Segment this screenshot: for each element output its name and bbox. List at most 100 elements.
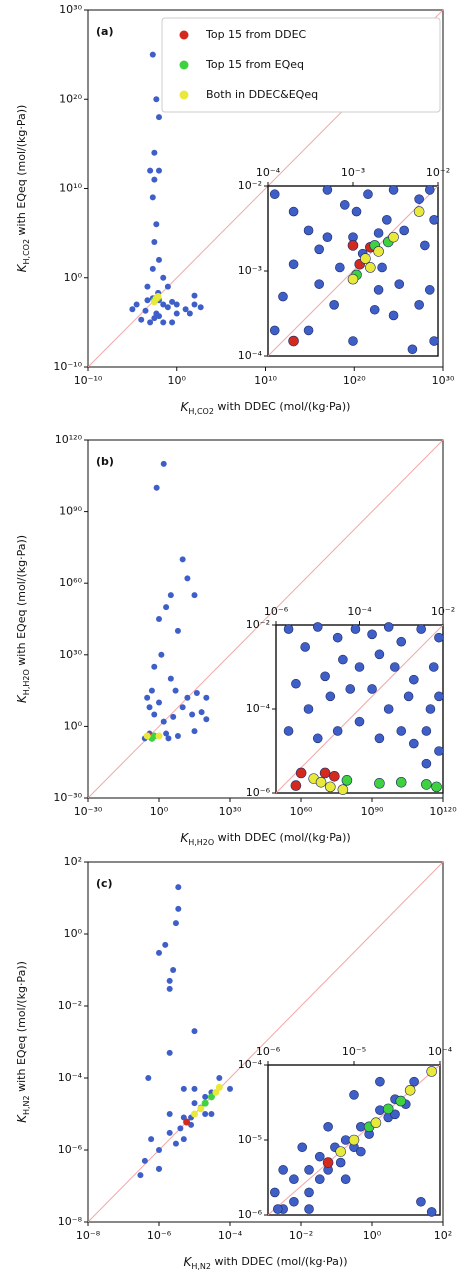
label-text: with EQeq (mol/(kg·Pa)) bbox=[15, 535, 28, 669]
y-tick-label: 10⁻² bbox=[58, 999, 82, 1012]
x-tick-label: 10⁶⁰ bbox=[290, 805, 313, 818]
point bbox=[164, 283, 171, 290]
point bbox=[174, 627, 181, 634]
point bbox=[144, 283, 151, 290]
point bbox=[165, 735, 172, 742]
point bbox=[167, 592, 174, 599]
point bbox=[414, 300, 424, 310]
x-tick-label: 10⁻⁵ bbox=[342, 1045, 366, 1058]
x-tick-label: 10³⁰ bbox=[432, 374, 455, 387]
point bbox=[383, 704, 394, 714]
x-tick-label: 10⁻⁶ bbox=[264, 605, 289, 618]
point bbox=[345, 684, 356, 694]
point bbox=[347, 240, 359, 251]
label-subscript: H,CO2 bbox=[188, 407, 214, 416]
point bbox=[160, 718, 167, 725]
point bbox=[169, 298, 176, 305]
point bbox=[156, 616, 162, 622]
point bbox=[291, 678, 301, 689]
point bbox=[201, 1099, 209, 1107]
point bbox=[149, 51, 156, 58]
point bbox=[409, 738, 419, 749]
point bbox=[322, 232, 333, 242]
y-tick-label: 10⁻⁶ bbox=[246, 786, 271, 799]
point bbox=[212, 1088, 220, 1096]
point bbox=[160, 301, 167, 308]
panel-label: (a) bbox=[96, 25, 113, 38]
x-tick-label: 10⁻² bbox=[431, 605, 455, 618]
label-text: with EQeq (mol/(kg·Pa)) bbox=[15, 105, 28, 239]
point bbox=[174, 732, 181, 739]
point bbox=[304, 1187, 314, 1198]
y-tick-label: 10⁻² bbox=[238, 179, 262, 192]
point bbox=[208, 1111, 215, 1117]
point bbox=[350, 624, 361, 634]
point bbox=[403, 691, 414, 702]
x-tick-label: 10⁻² bbox=[426, 166, 450, 179]
label-symbol: K bbox=[15, 263, 29, 272]
point bbox=[424, 185, 435, 195]
point bbox=[413, 206, 425, 217]
point bbox=[156, 313, 162, 320]
point bbox=[149, 265, 156, 272]
y-tick-label: 10⁹⁰ bbox=[59, 505, 82, 518]
point bbox=[354, 662, 365, 672]
point bbox=[367, 684, 377, 694]
point bbox=[340, 1174, 351, 1185]
x-tick-label: 10⁻⁴ bbox=[347, 605, 372, 618]
label-subscript: H,H2O bbox=[188, 838, 214, 847]
point bbox=[166, 1049, 173, 1056]
point bbox=[156, 1165, 162, 1172]
point bbox=[137, 1172, 144, 1179]
point bbox=[320, 671, 330, 682]
point bbox=[389, 662, 400, 672]
point bbox=[341, 775, 353, 786]
point bbox=[314, 244, 324, 255]
point bbox=[370, 1117, 382, 1129]
point bbox=[193, 689, 200, 696]
point bbox=[425, 704, 436, 714]
point bbox=[288, 206, 299, 217]
point bbox=[434, 691, 444, 702]
point bbox=[404, 1084, 416, 1096]
point bbox=[329, 300, 339, 310]
point bbox=[175, 884, 182, 891]
point bbox=[388, 231, 399, 243]
point bbox=[351, 206, 362, 217]
point bbox=[416, 624, 426, 634]
x-tick-label: 10⁻¹⁰ bbox=[74, 374, 103, 387]
point bbox=[314, 279, 324, 289]
point bbox=[335, 1146, 346, 1157]
point bbox=[315, 776, 327, 788]
point bbox=[172, 687, 179, 694]
point bbox=[323, 1121, 333, 1132]
y-tick-label: 10²⁰ bbox=[59, 92, 82, 105]
point bbox=[337, 784, 349, 795]
point bbox=[373, 285, 384, 295]
point bbox=[151, 663, 158, 670]
point bbox=[162, 941, 169, 948]
x-tick-label: 10⁻³ bbox=[341, 166, 365, 179]
point bbox=[191, 301, 198, 308]
x-axis-label: KH,N2 with DDEC (mol/(kg·Pa)) bbox=[183, 1255, 347, 1272]
x-tick-label: 10⁻⁴ bbox=[218, 1229, 243, 1242]
point bbox=[375, 1076, 385, 1087]
point bbox=[416, 1196, 426, 1207]
y-tick-label: 10¹⁰ bbox=[59, 182, 82, 195]
point bbox=[395, 1095, 407, 1107]
y-tick-label: 10⁻⁶ bbox=[58, 1143, 83, 1156]
point bbox=[278, 1165, 288, 1175]
legend-box bbox=[161, 17, 441, 113]
point bbox=[349, 1090, 359, 1100]
point bbox=[186, 310, 193, 317]
point bbox=[360, 253, 371, 264]
point bbox=[180, 1136, 187, 1143]
point bbox=[314, 1151, 325, 1162]
point bbox=[332, 726, 343, 736]
point bbox=[304, 1204, 314, 1214]
point bbox=[179, 556, 186, 563]
point bbox=[144, 694, 151, 701]
label-text: with EQeq (mol/(kg·Pa)) bbox=[15, 961, 28, 1095]
x-tick-label: 10⁻⁶ bbox=[256, 1045, 281, 1058]
x-tick-label: 10⁻⁴ bbox=[428, 1045, 453, 1058]
